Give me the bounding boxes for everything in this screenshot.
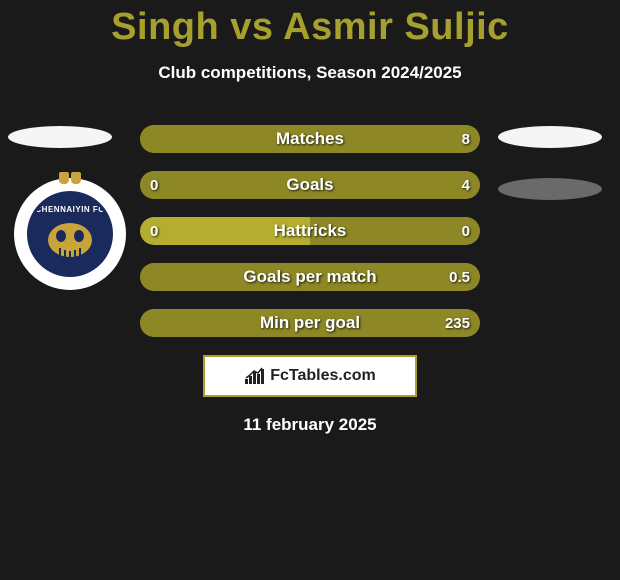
stat-label: Goals: [140, 171, 480, 199]
badge-trophies-icon: [59, 172, 81, 184]
stat-value-right: 4: [462, 171, 470, 199]
branding-box: FcTables.com: [203, 355, 417, 397]
stat-value-right: 0: [462, 217, 470, 245]
stats-bars: Matches 8 0 Goals 4 0 Hattricks 0 Goals …: [140, 125, 480, 337]
stat-row-hattricks: 0 Hattricks 0: [140, 217, 480, 245]
player-left-ellipse: [8, 126, 112, 148]
stat-label: Goals per match: [140, 263, 480, 291]
club-right-ellipse: [498, 178, 602, 200]
page-title: Singh vs Asmir Suljic: [0, 0, 620, 49]
stat-value-right: 0.5: [449, 263, 470, 291]
subtitle: Club competitions, Season 2024/2025: [0, 63, 620, 83]
player-right-ellipse: [498, 126, 602, 148]
date-line: 11 february 2025: [0, 415, 620, 435]
badge-text: CHENNAIYIN FC: [30, 200, 110, 218]
bars-icon: [244, 367, 266, 385]
stat-row-matches: Matches 8: [140, 125, 480, 153]
stat-row-goals: 0 Goals 4: [140, 171, 480, 199]
badge-mask-icon: [43, 220, 97, 268]
stat-row-goals-per-match: Goals per match 0.5: [140, 263, 480, 291]
stat-value-right: 8: [462, 125, 470, 153]
stat-row-min-per-goal: Min per goal 235: [140, 309, 480, 337]
club-badge-left: CHENNAIYIN FC: [14, 178, 126, 290]
badge-inner: CHENNAIYIN FC: [27, 191, 113, 277]
branding-text: FcTables.com: [270, 367, 376, 385]
stat-label: Hattricks: [140, 217, 480, 245]
stat-label: Matches: [140, 125, 480, 153]
stat-label: Min per goal: [140, 309, 480, 337]
stat-value-right: 235: [445, 309, 470, 337]
